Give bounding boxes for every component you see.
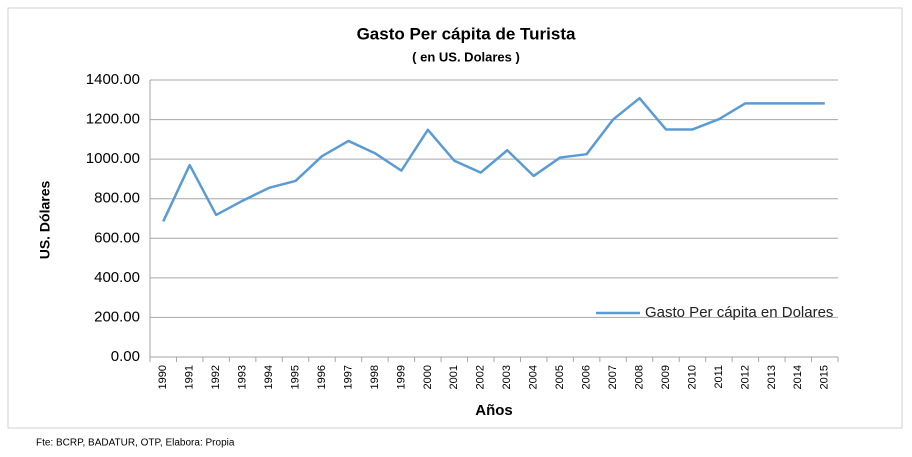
y-axis-label: US. Dólares: [37, 180, 53, 259]
y-tick-label: 400.00: [94, 269, 140, 286]
x-axis-label: Años: [475, 402, 513, 419]
y-tick-label: 1000.00: [86, 150, 140, 167]
y-tick-label: 600.00: [94, 229, 140, 246]
x-tick-label: 1997: [342, 365, 354, 389]
x-tick-label: 1998: [369, 365, 381, 389]
x-tick-label: 1995: [289, 365, 301, 389]
x-tick-label: 1992: [210, 365, 222, 389]
x-tick-label: 2004: [528, 365, 540, 389]
source-note: Fte: BCRP, BADATUR, OTP, Elabora: Propia: [36, 438, 235, 449]
legend-label: Gasto Per cápita en Dolares: [645, 304, 834, 321]
x-tick-label: 2006: [581, 365, 593, 389]
x-tick-label: 2005: [554, 365, 566, 389]
x-tick-label: 1993: [237, 365, 249, 389]
x-tick-label: 2008: [633, 365, 645, 389]
x-tick-label: 1991: [184, 365, 196, 389]
x-tick-label: 2000: [422, 365, 434, 389]
x-tick-label: 2009: [660, 365, 672, 389]
x-tick-label: 2002: [475, 365, 487, 389]
x-tick-label: 2014: [792, 365, 804, 389]
chart-subtitle: ( en US. Dolares ): [412, 49, 520, 64]
x-tick-label: 1999: [395, 365, 407, 389]
x-tick-label: 2012: [739, 365, 751, 389]
chart-title: Gasto Per cápita de Turista: [357, 24, 576, 43]
y-tick-label: 1400.00: [86, 71, 140, 88]
y-tick-label: 800.00: [94, 190, 140, 207]
chart-frame: [7, 7, 903, 429]
y-tick-label: 1200.00: [86, 111, 140, 128]
x-tick-label: 2007: [607, 365, 619, 389]
x-tick-label: 1996: [316, 365, 328, 389]
x-tick-label: 2015: [819, 365, 831, 389]
x-tick-label: 2003: [501, 365, 513, 389]
x-tick-label: 2010: [686, 365, 698, 389]
y-tick-label: 200.00: [94, 308, 140, 325]
x-tick-label: 2011: [713, 365, 725, 389]
x-tick-label: 1990: [157, 365, 169, 389]
data-line: [162, 96, 825, 222]
x-tick-label: 2001: [448, 365, 460, 389]
x-tick-label: 1994: [263, 365, 275, 389]
y-tick-label: 0.00: [111, 348, 140, 365]
x-tick-label: 2013: [766, 365, 778, 389]
